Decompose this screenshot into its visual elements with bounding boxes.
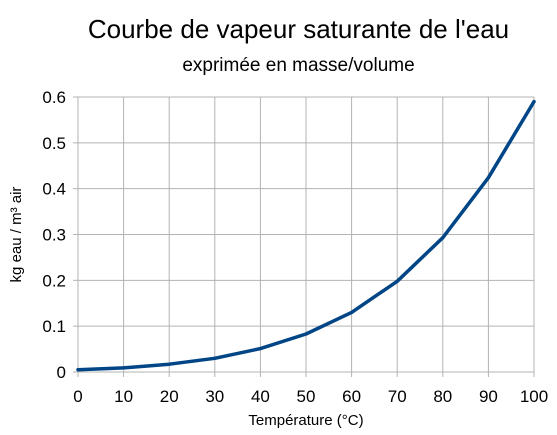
data-point bbox=[350, 310, 354, 315]
y-tick-label: 0.1 bbox=[42, 317, 66, 336]
x-axis-label: Température (°C) bbox=[248, 412, 363, 429]
x-tick-label: 10 bbox=[114, 387, 133, 406]
x-tick-label: 20 bbox=[160, 387, 179, 406]
y-tick-label: 0.5 bbox=[42, 134, 66, 153]
chart-subtitle: exprimée en masse/volume bbox=[182, 55, 415, 76]
chart-title: Courbe de vapeur saturante de l'eau bbox=[87, 14, 510, 44]
y-axis-label: kg eau / m³ air bbox=[8, 187, 25, 283]
y-tick-labels: 0 0.1 0.2 0.3 0.4 0.5 0.6 bbox=[42, 88, 66, 382]
data-point bbox=[76, 368, 80, 372]
y-tick-label: 0.6 bbox=[42, 88, 66, 107]
x-tick-label: 100 bbox=[520, 387, 548, 406]
grid bbox=[73, 96, 535, 377]
data-point bbox=[304, 332, 308, 336]
y-tick-label: 0 bbox=[57, 363, 66, 382]
y-tick-label: 0.4 bbox=[42, 180, 66, 199]
x-tick-label: 0 bbox=[73, 387, 82, 406]
x-tick-label: 70 bbox=[388, 387, 407, 406]
x-tick-label: 50 bbox=[297, 387, 316, 406]
data-point bbox=[167, 362, 171, 366]
x-tick-label: 60 bbox=[342, 387, 361, 406]
data-point bbox=[441, 236, 445, 240]
y-tick-label: 0.2 bbox=[42, 271, 66, 290]
x-tick-label: 40 bbox=[251, 387, 270, 406]
data-point bbox=[258, 347, 262, 351]
y-tick-label: 0.3 bbox=[42, 226, 66, 245]
x-tick-label: 80 bbox=[433, 387, 452, 406]
x-tick-label: 30 bbox=[205, 387, 224, 406]
data-point bbox=[213, 356, 217, 360]
data-point bbox=[532, 99, 536, 104]
data-point bbox=[486, 176, 490, 180]
x-tick-label: 90 bbox=[479, 387, 498, 406]
series-layer bbox=[76, 99, 536, 372]
x-tick-labels: 0 10 20 30 40 50 60 70 80 90 100 bbox=[73, 387, 548, 406]
data-point bbox=[122, 366, 126, 370]
data-point bbox=[395, 279, 399, 283]
